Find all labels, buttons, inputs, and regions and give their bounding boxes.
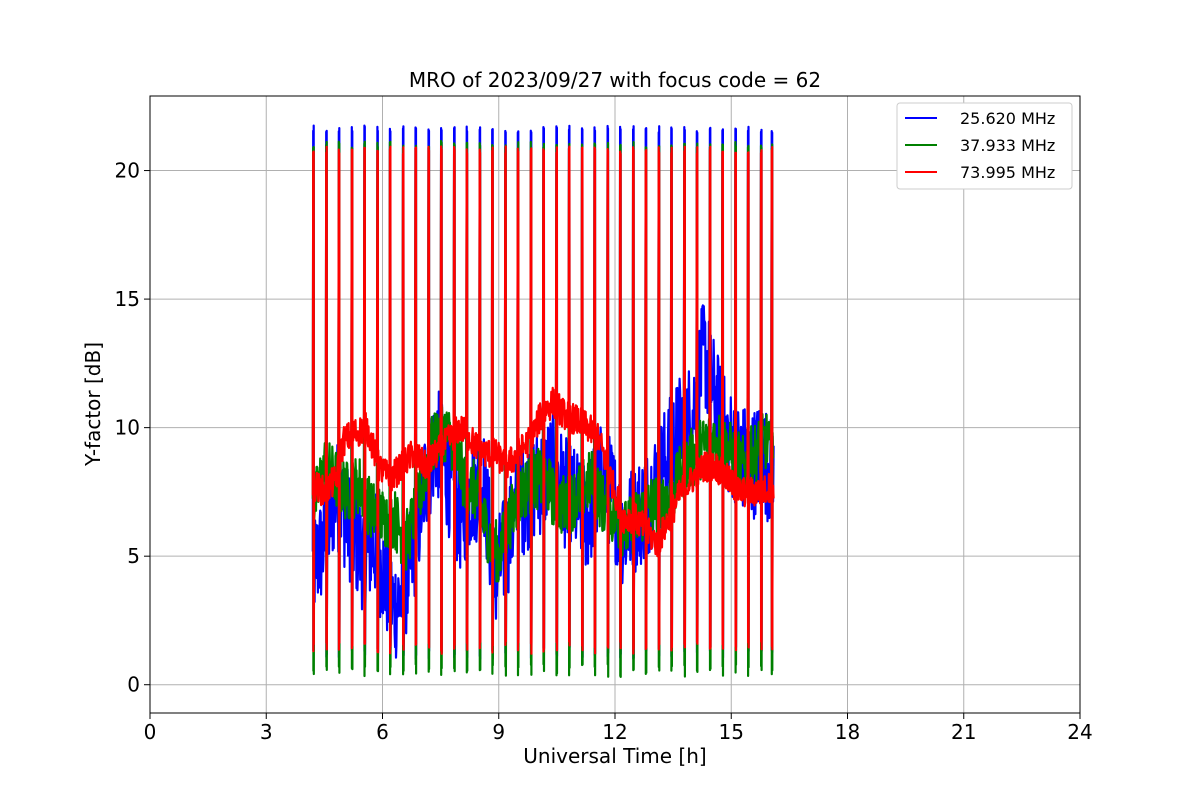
x-tick-label: 18	[835, 720, 860, 744]
y-axis-ticks: 0 5 10 15 20	[115, 159, 150, 697]
series-layer	[311, 124, 775, 678]
x-axis-label: Universal Time [h]	[523, 744, 706, 768]
x-tick-label: 21	[951, 720, 976, 744]
x-tick-label: 3	[260, 720, 273, 744]
x-tick-label: 24	[1067, 720, 1092, 744]
x-tick-label: 6	[376, 720, 389, 744]
x-tick-label: 0	[144, 720, 157, 744]
legend-box	[896, 102, 1073, 190]
legend-entry-2: 73.995 MHz	[960, 163, 1055, 182]
chart-title: MRO of 2023/09/27 with focus code = 62	[409, 68, 821, 92]
legend-entry-1: 37.933 MHz	[960, 136, 1055, 155]
series-2	[311, 145, 775, 655]
x-tick-label: 12	[602, 720, 627, 744]
x-axis-ticks: 0 3 6 9 12 15 18 21 24	[144, 713, 1093, 744]
legend-entry-0: 25.620 MHz	[960, 109, 1055, 128]
y-tick-label: 15	[115, 287, 140, 311]
y-tick-label: 20	[115, 159, 140, 183]
series-line	[311, 145, 775, 655]
y-tick-label: 10	[115, 416, 140, 440]
x-tick-label: 9	[492, 720, 505, 744]
y-tick-label: 0	[127, 673, 140, 697]
y-axis-label: Y-factor [dB]	[81, 342, 105, 467]
legend: 25.620 MHz 37.933 MHz 73.995 MHz	[896, 102, 1073, 190]
x-tick-label: 15	[719, 720, 744, 744]
y-tick-label: 5	[127, 544, 140, 568]
